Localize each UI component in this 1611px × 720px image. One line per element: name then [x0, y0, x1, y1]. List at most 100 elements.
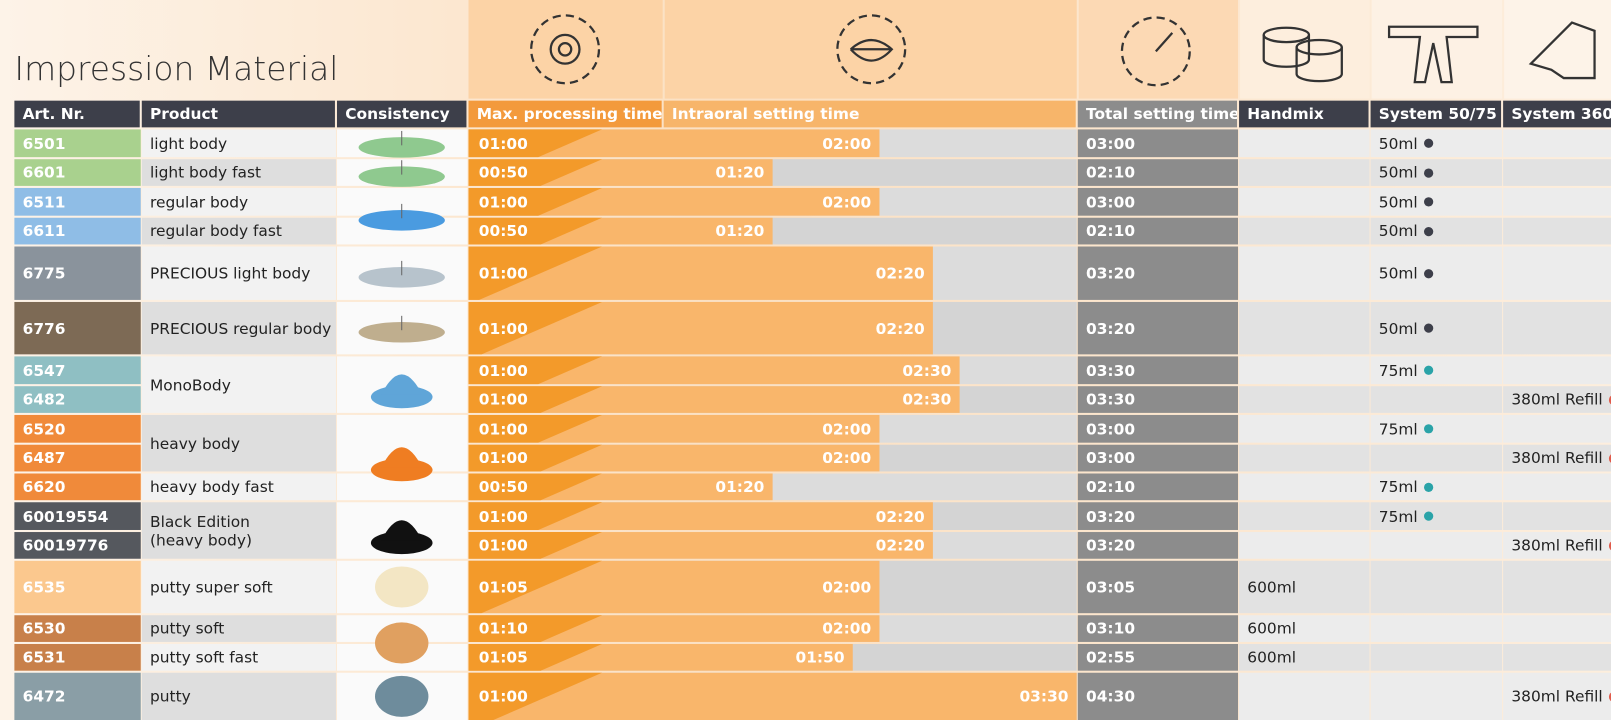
handmix [1239, 386, 1369, 413]
system-360 [1503, 473, 1611, 500]
total-time: 03:20 [1078, 502, 1238, 530]
system-360 [1503, 356, 1611, 384]
handmix [1239, 673, 1369, 720]
art-number: 6487 [14, 445, 140, 472]
intraoral-time: 02:30 [898, 361, 951, 379]
intraoral-time: 02:00 [818, 619, 871, 637]
system-50-75: 75ml [1371, 473, 1503, 500]
system-360 [1503, 615, 1611, 642]
art-number: 6601 [14, 159, 140, 186]
total-time: 04:30 [1078, 673, 1238, 720]
product-name: MonoBody [150, 375, 231, 393]
column-header: Consistency [337, 101, 466, 128]
total-time: 03:00 [1078, 445, 1238, 472]
system-360: 380ml Refill [1503, 386, 1611, 413]
system-360: 380ml Refill [1503, 445, 1611, 472]
intraoral-time: 02:00 [818, 578, 871, 596]
system-50-75 [1371, 644, 1503, 671]
column-header: Handmix [1239, 101, 1368, 128]
max-time: 01:00 [479, 687, 528, 705]
handmix [1239, 415, 1369, 443]
product-name: Black Edition [150, 512, 250, 530]
system-50-75: 50ml [1371, 159, 1503, 186]
intraoral-time: 02:20 [871, 507, 924, 525]
art-number: 6520 [14, 415, 140, 443]
icon-cell [1372, 0, 1502, 99]
art-number: 6472 [14, 673, 140, 720]
system-50-75 [1371, 386, 1503, 413]
intraoral-time: 01:20 [711, 478, 764, 496]
icon-cell [1240, 0, 1369, 99]
consistency-image [375, 676, 428, 717]
total-time: 02:10 [1078, 218, 1238, 245]
art-number: 6535 [14, 561, 140, 613]
product: putty super soft [142, 561, 336, 613]
dot [1424, 366, 1433, 375]
product: PRECIOUS regular body [142, 302, 336, 354]
dot [1424, 139, 1433, 148]
dot [1424, 324, 1433, 333]
system-360 [1503, 415, 1611, 443]
column-header: Max. processing time [469, 101, 662, 128]
max-time: 01:10 [479, 619, 528, 637]
product-name: light body [150, 134, 227, 152]
handmix: 600ml [1239, 561, 1369, 613]
max-time: 01:00 [479, 319, 528, 337]
consistency-image [375, 566, 428, 607]
intraoral-time: 02:20 [871, 536, 924, 554]
product-name: PRECIOUS regular body [150, 319, 331, 337]
art-number: 6530 [14, 615, 140, 642]
art-number: 60019554 [14, 502, 140, 530]
system-360 [1503, 644, 1611, 671]
product: putty [142, 673, 336, 720]
dot [1424, 511, 1433, 520]
art-number: 6511 [14, 188, 140, 216]
product-name: heavy body [150, 434, 240, 452]
total-time: 02:10 [1078, 473, 1238, 500]
max-time: 01:00 [479, 449, 528, 467]
product: light body [142, 129, 336, 157]
product-name: putty [150, 687, 191, 705]
handmix [1239, 129, 1369, 157]
product: putty soft fast [142, 644, 336, 671]
title: Impression Material [14, 49, 338, 88]
product-name: light body fast [150, 163, 261, 181]
max-time: 01:00 [479, 507, 528, 525]
system-360 [1503, 561, 1611, 613]
table-page: Impression Material Art. Nr.ProductConsi… [0, 0, 1611, 720]
max-time: 01:05 [479, 578, 528, 596]
handmix [1239, 247, 1369, 300]
art-number: 60019776 [14, 532, 140, 559]
art-number: 6501 [14, 129, 140, 157]
product-name: regular body [150, 193, 248, 211]
system-50-75: 50ml [1371, 188, 1503, 216]
page: Impression Material Art. Nr.ProductConsi… [0, 0, 1611, 720]
product-name: putty soft [150, 619, 224, 637]
column-header: System 50/75 [1371, 101, 1501, 128]
total-time: 03:30 [1078, 386, 1238, 413]
max-time: 01:00 [479, 361, 528, 379]
max-time: 01:00 [479, 390, 528, 408]
system-360 [1503, 502, 1611, 530]
art-number: 6531 [14, 644, 140, 671]
handmix [1239, 502, 1369, 530]
product-name: putty super soft [150, 578, 273, 596]
total-time: 03:20 [1078, 532, 1238, 559]
intraoral-time: 02:20 [871, 264, 924, 282]
column-header: Art. Nr. [14, 101, 139, 128]
total-time: 03:00 [1078, 129, 1238, 157]
total-time: 03:20 [1078, 247, 1238, 300]
dot [1424, 197, 1433, 206]
total-time: 03:30 [1078, 356, 1238, 384]
total-time: 03:10 [1078, 615, 1238, 642]
max-time: 01:00 [479, 420, 528, 438]
intraoral-time: 02:00 [818, 420, 871, 438]
art-number: 6611 [14, 218, 140, 245]
art-number: 6482 [14, 386, 140, 413]
product-name: putty soft fast [150, 648, 258, 666]
max-time: 01:00 [479, 264, 528, 282]
system-360 [1503, 159, 1611, 186]
product: heavy body [142, 415, 336, 471]
product-name: (heavy body) [150, 530, 252, 548]
product: MonoBody [142, 356, 336, 412]
